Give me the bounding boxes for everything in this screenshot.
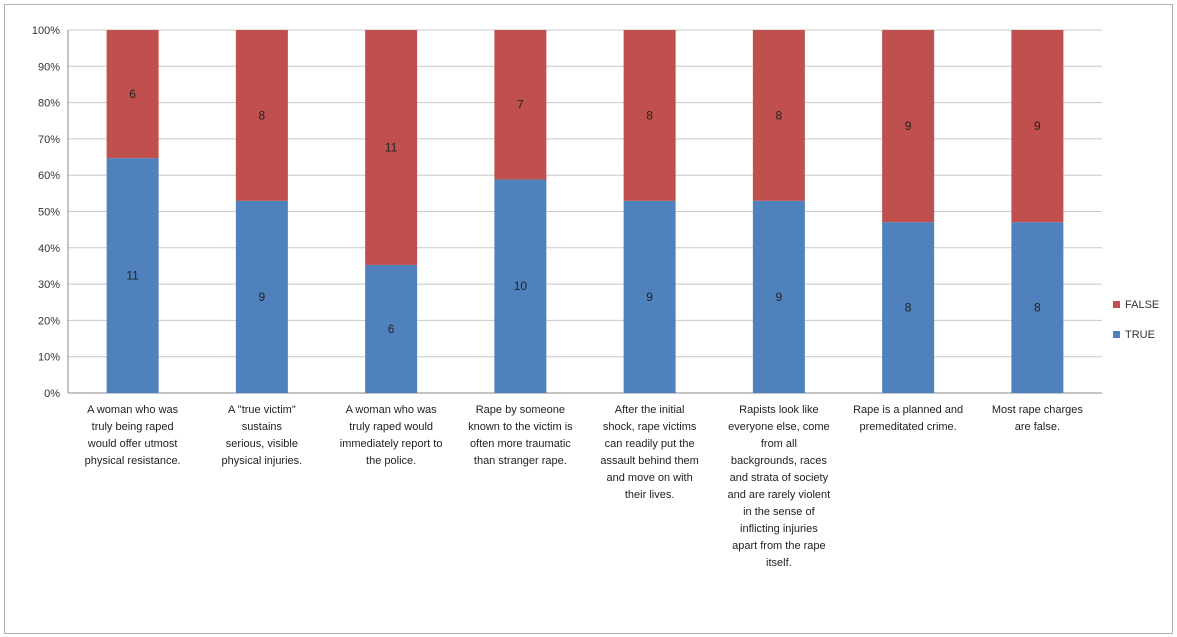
data-label: 8 (1034, 301, 1041, 315)
y-axis-ticks: 0% 10% 20% 30% 40% 50% 60% 70% 80% 90% 100% (32, 25, 60, 400)
bar-true (623, 200, 676, 393)
category-label-line: premeditated crime. (860, 421, 957, 433)
category-label: Most rape charges are false. (992, 404, 1084, 433)
y-tick-label: 80% (38, 98, 60, 110)
data-label: 10 (514, 279, 528, 293)
category-label-line: backgrounds, races (731, 455, 827, 467)
category-label: A woman who was truly raped would immediat… (340, 404, 443, 467)
category-label-line: physical injuries. (222, 455, 303, 467)
data-label: 9 (776, 290, 783, 304)
y-tick-label: 60% (38, 170, 60, 182)
bar-false (494, 30, 547, 180)
bar-true (235, 200, 288, 393)
data-label: 9 (259, 290, 266, 304)
data-label: 11 (126, 269, 139, 283)
category-label: Rapists look like everyone else, come from… (728, 404, 831, 569)
data-label: 8 (259, 108, 266, 122)
category-label-line: the police. (366, 455, 416, 467)
category-label-line: Most rape charges (992, 404, 1084, 416)
category-label-line: everyone else, come (728, 421, 830, 433)
bars (106, 30, 1064, 393)
data-label: 9 (1034, 119, 1041, 133)
category-label-line: and are rarely violent (728, 489, 831, 501)
category-label-line: A woman who was (87, 404, 179, 416)
legend-label-true: TRUE (1125, 329, 1155, 341)
data-label: 9 (905, 119, 912, 133)
category-label-line: and strata of society (730, 472, 829, 484)
bar-false (365, 30, 418, 265)
y-tick-label: 40% (38, 243, 60, 255)
category-label-line: and move on with (607, 472, 693, 484)
category-label-line: inflicting injuries (740, 523, 818, 535)
data-label: 6 (129, 87, 136, 101)
category-label-line: truly raped would (349, 421, 433, 433)
category-label-line: truly being raped (92, 421, 174, 433)
bar-false (235, 30, 288, 201)
data-label: 6 (388, 322, 395, 336)
category-label-line: sustains (242, 421, 283, 433)
data-label: 7 (517, 98, 524, 112)
data-label: 8 (905, 301, 912, 315)
category-label: After the initial shock, rape victims can … (600, 404, 698, 501)
category-label: Rape by someone known to the victim is oft… (468, 404, 573, 467)
bar-false (752, 30, 805, 201)
category-label-line: known to the victim is (468, 421, 573, 433)
category-label-line: Rapists look like (739, 404, 818, 416)
category-label-line: physical resistance. (85, 455, 181, 467)
category-label-line: than stranger rape. (474, 455, 567, 467)
y-tick-label: 50% (38, 207, 60, 219)
category-label-line: are false. (1015, 421, 1060, 433)
y-tick-label: 100% (32, 25, 60, 37)
data-label: 8 (646, 108, 653, 122)
category-label-line: can readily put the (605, 438, 695, 450)
data-labels: 11 6 9 8 6 11 10 7 9 8 9 8 8 9 8 9 (126, 87, 1041, 336)
bar-true (882, 222, 935, 393)
category-label-line: shock, rape victims (603, 421, 697, 433)
legend-swatch-true (1113, 331, 1120, 338)
chart: 0% 10% 20% 30% 40% 50% 60% 70% 80% 90% 100% 11 6 9 8 6… (32, 25, 1159, 569)
category-label-line: A woman who was (346, 404, 438, 416)
y-tick-label: 90% (38, 61, 60, 73)
category-label-line: Rape by someone (476, 404, 565, 416)
y-tick-label: 10% (38, 352, 60, 364)
category-label-line: assault behind them (600, 455, 698, 467)
category-label-line: Rape is a planned and (853, 404, 963, 416)
bar-true (752, 200, 805, 393)
y-tick-label: 30% (38, 279, 60, 291)
data-label: 8 (776, 108, 783, 122)
bar-true (365, 264, 418, 393)
category-label-line: often more traumatic (470, 438, 571, 450)
category-label-line: apart from the rape (732, 540, 826, 552)
bar-false (623, 30, 676, 201)
gridlines (67, 29, 1102, 394)
category-label-line: from all (761, 438, 797, 450)
category-label-line: their lives. (625, 489, 675, 501)
category-label: A "true victim" sustains serious, visible p… (222, 404, 303, 467)
bar-true (494, 179, 547, 393)
legend-label-false: FALSE (1125, 299, 1159, 311)
category-label-line: in the sense of (743, 506, 815, 518)
bar-false (1011, 30, 1064, 223)
category-label: Rape is a planned and premeditated crime. (853, 404, 963, 433)
data-label: 11 (385, 140, 398, 154)
category-label-line: After the initial (615, 404, 685, 416)
x-axis-categories: A woman who was truly being raped would of… (85, 404, 1084, 569)
category-label-line: immediately report to (340, 438, 443, 450)
category-label-line: would offer utmost (87, 438, 178, 450)
chart-frame: 0% 10% 20% 30% 40% 50% 60% 70% 80% 90% 100% 11 6 9 8 6… (4, 4, 1173, 634)
bar-true (1011, 222, 1064, 393)
data-label: 9 (646, 290, 653, 304)
category-label-line: A "true victim" (228, 404, 296, 416)
legend-swatch-false (1113, 301, 1120, 308)
y-tick-label: 20% (38, 315, 60, 327)
category-label: A woman who was truly being raped would of… (85, 404, 181, 467)
bar-false (882, 30, 935, 223)
category-label-line: serious, visible (226, 438, 298, 450)
y-tick-label: 70% (38, 134, 60, 146)
category-label-line: itself. (766, 557, 792, 569)
legend: FALSE TRUE (1113, 299, 1159, 341)
bar-false (106, 30, 159, 159)
bar-true (106, 158, 159, 393)
y-tick-label: 0% (44, 388, 60, 400)
